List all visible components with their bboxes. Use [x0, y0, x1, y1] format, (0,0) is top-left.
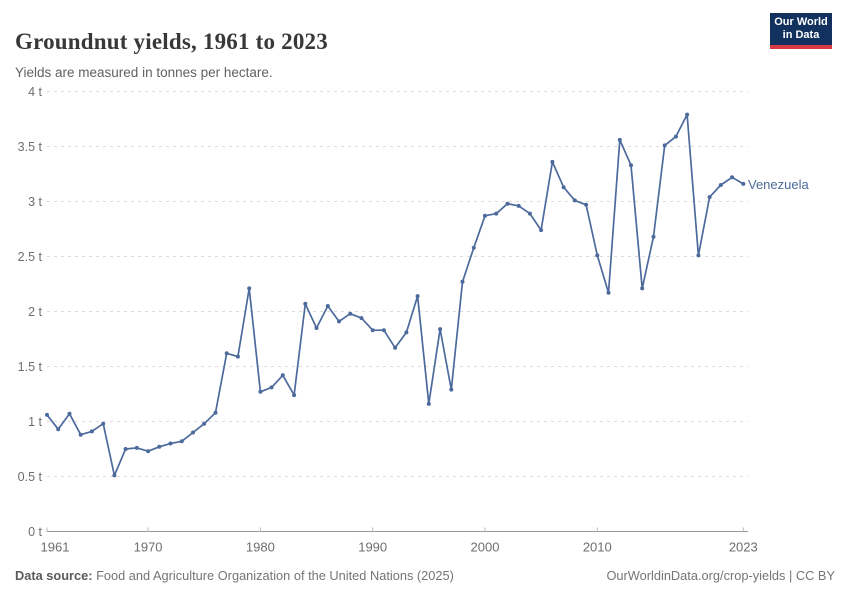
data-point — [337, 319, 341, 324]
data-point — [258, 389, 263, 394]
data-point — [134, 445, 139, 450]
data-point — [572, 198, 577, 203]
x-axis-tick-label: 1961 — [41, 540, 70, 555]
data-point — [78, 432, 83, 437]
x-axis-tick-label: 2000 — [471, 540, 500, 555]
data-point — [550, 159, 555, 164]
data-point — [584, 202, 589, 207]
data-point — [235, 354, 240, 359]
data-point — [370, 328, 375, 333]
data-point — [247, 286, 252, 291]
data-point — [696, 253, 701, 258]
data-source-text: Food and Agriculture Organization of the… — [92, 568, 454, 583]
data-point — [224, 351, 229, 356]
data-point — [617, 137, 622, 142]
data-point — [438, 327, 443, 332]
y-axis-tick-label: 1.5 t — [18, 360, 43, 374]
y-axis-tick-label: 1 t — [28, 415, 42, 429]
data-point — [168, 441, 173, 446]
data-point — [191, 430, 195, 435]
data-point — [449, 387, 454, 392]
data-point — [539, 228, 544, 233]
data-point — [718, 183, 723, 187]
data-point — [325, 304, 330, 308]
y-axis-tick-label: 0 t — [28, 525, 42, 539]
data-point — [651, 234, 656, 239]
y-axis-tick-label: 2 t — [28, 305, 42, 319]
data-point — [393, 345, 398, 350]
y-axis-tick-label: 2.5 t — [18, 250, 43, 264]
data-point — [146, 449, 151, 454]
data-point — [157, 444, 162, 449]
x-axis-tick-label: 1980 — [246, 540, 275, 555]
data-point — [415, 294, 420, 299]
data-point — [67, 411, 72, 416]
data-point — [640, 286, 645, 291]
series-label-venezuela: Venezuela — [748, 177, 809, 192]
y-axis-tick-label: 3 t — [28, 195, 42, 209]
data-point — [471, 245, 476, 250]
data-point — [348, 311, 353, 316]
data-point — [179, 439, 184, 444]
data-point — [101, 421, 106, 426]
owid-logo-line2: in Data — [782, 29, 820, 41]
data-source-note: Data source: Food and Agriculture Organi… — [15, 568, 454, 583]
data-point — [280, 373, 285, 378]
y-axis-tick-label: 3.5 t — [18, 140, 43, 154]
data-point — [685, 112, 690, 117]
data-point — [123, 447, 128, 451]
x-axis-tick-label: 2023 — [729, 540, 758, 555]
data-point — [741, 181, 746, 186]
page-title: Groundnut yields, 1961 to 2023 — [15, 29, 328, 55]
chart-footer: Data source: Food and Agriculture Organi… — [15, 568, 835, 583]
data-point — [483, 213, 487, 218]
x-axis-tick-label: 2010 — [583, 540, 612, 555]
y-axis-tick-label: 4 t — [28, 85, 42, 99]
data-point — [505, 201, 510, 206]
data-point — [662, 143, 667, 148]
data-point — [56, 427, 61, 432]
data-point — [89, 429, 94, 434]
data-point — [269, 385, 274, 390]
data-line-venezuela — [46, 113, 745, 477]
data-point — [516, 203, 521, 208]
data-point — [292, 393, 297, 398]
data-point — [404, 330, 409, 335]
data-point — [381, 328, 386, 333]
data-point — [730, 175, 735, 180]
data-point — [561, 185, 566, 190]
data-point — [314, 326, 319, 330]
data-point — [606, 290, 611, 295]
data-point — [45, 412, 49, 417]
data-point — [707, 195, 712, 200]
data-point — [112, 473, 117, 478]
data-point — [460, 279, 465, 284]
page-subtitle: Yields are measured in tonnes per hectar… — [15, 64, 273, 80]
x-axis-tick-label: 1990 — [358, 540, 387, 555]
data-point — [359, 316, 364, 321]
data-point — [213, 410, 218, 415]
data-point — [629, 163, 633, 168]
owid-logo-line1: Our World — [774, 16, 828, 28]
owid-link[interactable]: OurWorldinData.org/crop-yields | CC BY — [606, 568, 835, 583]
data-point — [303, 301, 308, 306]
data-point — [494, 211, 499, 216]
data-point — [595, 253, 600, 258]
data-point — [426, 401, 431, 406]
data-point — [202, 421, 207, 426]
owid-logo: Our World in Data — [770, 13, 832, 49]
x-axis-tick-label: 1970 — [134, 540, 163, 555]
y-axis-tick-label: 0.5 t — [18, 470, 43, 484]
data-point — [673, 134, 678, 139]
data-source-label: Data source: — [15, 568, 93, 583]
data-point — [527, 211, 532, 216]
